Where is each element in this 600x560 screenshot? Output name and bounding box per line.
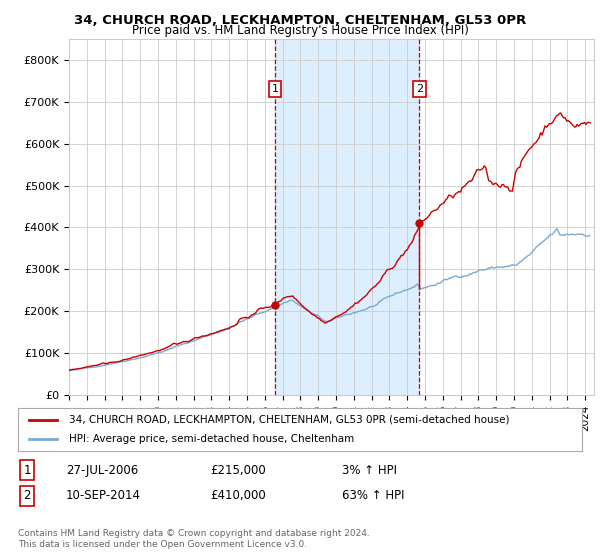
Text: 3% ↑ HPI: 3% ↑ HPI [342,464,397,477]
Text: £410,000: £410,000 [210,489,266,502]
Text: 2: 2 [416,84,423,94]
Text: 34, CHURCH ROAD, LECKHAMPTON, CHELTENHAM, GL53 0PR: 34, CHURCH ROAD, LECKHAMPTON, CHELTENHAM… [74,14,526,27]
Text: 27-JUL-2006: 27-JUL-2006 [66,464,138,477]
Text: Price paid vs. HM Land Registry's House Price Index (HPI): Price paid vs. HM Land Registry's House … [131,24,469,37]
Text: £215,000: £215,000 [210,464,266,477]
Text: 63% ↑ HPI: 63% ↑ HPI [342,489,404,502]
Text: 1: 1 [271,84,278,94]
Text: Contains HM Land Registry data © Crown copyright and database right 2024.
This d: Contains HM Land Registry data © Crown c… [18,529,370,549]
Text: 34, CHURCH ROAD, LECKHAMPTON, CHELTENHAM, GL53 0PR (semi-detached house): 34, CHURCH ROAD, LECKHAMPTON, CHELTENHAM… [69,415,509,424]
Bar [275,39,419,395]
Text: HPI: Average price, semi-detached house, Cheltenham: HPI: Average price, semi-detached house,… [69,434,354,444]
Text: 2: 2 [23,489,31,502]
Text: 1: 1 [23,464,31,477]
Text: 10-SEP-2014: 10-SEP-2014 [66,489,141,502]
